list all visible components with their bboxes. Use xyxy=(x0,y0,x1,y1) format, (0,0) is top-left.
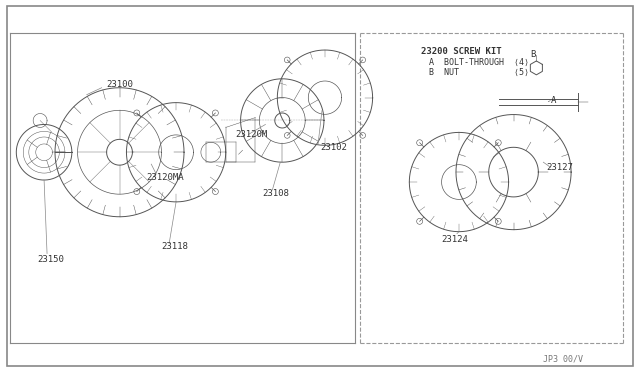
Text: 23200 SCREW KIT: 23200 SCREW KIT xyxy=(421,46,502,55)
Text: 23127: 23127 xyxy=(547,163,573,171)
Text: 23150: 23150 xyxy=(37,255,64,264)
Text: 23120MA: 23120MA xyxy=(147,173,184,182)
Text: 23100: 23100 xyxy=(107,80,134,89)
Text: JP3 00/V: JP3 00/V xyxy=(543,354,583,363)
Text: B: B xyxy=(531,51,536,60)
Text: 23120M: 23120M xyxy=(236,130,268,139)
Text: A  BOLT-THROUGH  ⟨4⟩: A BOLT-THROUGH ⟨4⟩ xyxy=(429,58,529,67)
Text: 23102: 23102 xyxy=(320,143,347,152)
Text: B  NUT           ⟨5⟩: B NUT ⟨5⟩ xyxy=(429,68,529,77)
Text: 23108: 23108 xyxy=(262,189,289,198)
Text: 23124: 23124 xyxy=(441,235,468,244)
Text: 23118: 23118 xyxy=(161,242,188,251)
Text: A: A xyxy=(550,96,556,105)
